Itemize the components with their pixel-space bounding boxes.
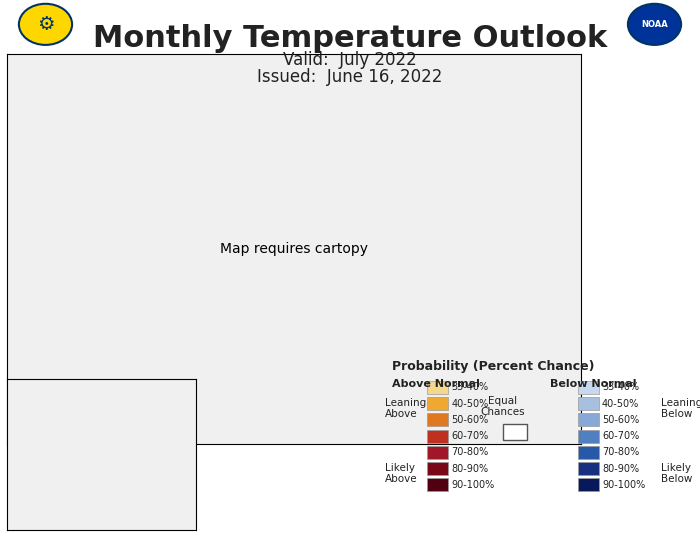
Text: 80-90%: 80-90%	[452, 464, 489, 473]
Circle shape	[628, 4, 681, 45]
FancyBboxPatch shape	[578, 381, 598, 394]
Text: Equal
Chances: Equal Chances	[480, 395, 525, 417]
Text: 33-40%: 33-40%	[602, 382, 639, 392]
Text: 80-90%: 80-90%	[602, 464, 639, 473]
FancyBboxPatch shape	[427, 413, 448, 426]
FancyBboxPatch shape	[427, 381, 448, 394]
Text: 60-70%: 60-70%	[452, 431, 489, 441]
FancyBboxPatch shape	[578, 430, 598, 443]
Text: 70-80%: 70-80%	[452, 447, 489, 457]
Circle shape	[19, 4, 72, 45]
Text: Map requires cartopy: Map requires cartopy	[220, 242, 368, 256]
FancyBboxPatch shape	[427, 446, 448, 459]
Text: NOAA: NOAA	[641, 20, 668, 29]
FancyBboxPatch shape	[578, 462, 598, 475]
FancyBboxPatch shape	[578, 478, 598, 491]
Text: Leaning
Above: Leaning Above	[385, 398, 426, 419]
Text: 50-60%: 50-60%	[602, 415, 639, 425]
Text: Leaning
Below: Leaning Below	[662, 398, 700, 419]
Text: Probability (Percent Chance): Probability (Percent Chance)	[392, 360, 594, 373]
Text: 90-100%: 90-100%	[602, 480, 645, 490]
Text: 40-50%: 40-50%	[452, 399, 489, 408]
FancyBboxPatch shape	[578, 397, 598, 410]
Text: 60-70%: 60-70%	[602, 431, 639, 441]
FancyBboxPatch shape	[427, 478, 448, 491]
FancyBboxPatch shape	[578, 413, 598, 426]
FancyBboxPatch shape	[503, 424, 527, 440]
Text: Below Normal: Below Normal	[550, 379, 636, 388]
FancyBboxPatch shape	[578, 446, 598, 459]
Text: Above Normal: Above Normal	[392, 379, 480, 388]
FancyBboxPatch shape	[427, 397, 448, 410]
Text: 33-40%: 33-40%	[452, 382, 489, 392]
Text: Valid:  July 2022: Valid: July 2022	[283, 51, 417, 69]
Text: 40-50%: 40-50%	[602, 399, 639, 408]
FancyBboxPatch shape	[427, 430, 448, 443]
Text: Monthly Temperature Outlook: Monthly Temperature Outlook	[93, 24, 607, 54]
Text: Likely
Below: Likely Below	[662, 463, 693, 484]
Text: 90-100%: 90-100%	[452, 480, 495, 490]
Text: ⚙: ⚙	[36, 15, 55, 34]
FancyBboxPatch shape	[427, 462, 448, 475]
Text: Likely
Above: Likely Above	[385, 463, 418, 484]
Text: 50-60%: 50-60%	[452, 415, 489, 425]
Text: Issued:  June 16, 2022: Issued: June 16, 2022	[258, 68, 442, 85]
Text: 70-80%: 70-80%	[602, 447, 639, 457]
